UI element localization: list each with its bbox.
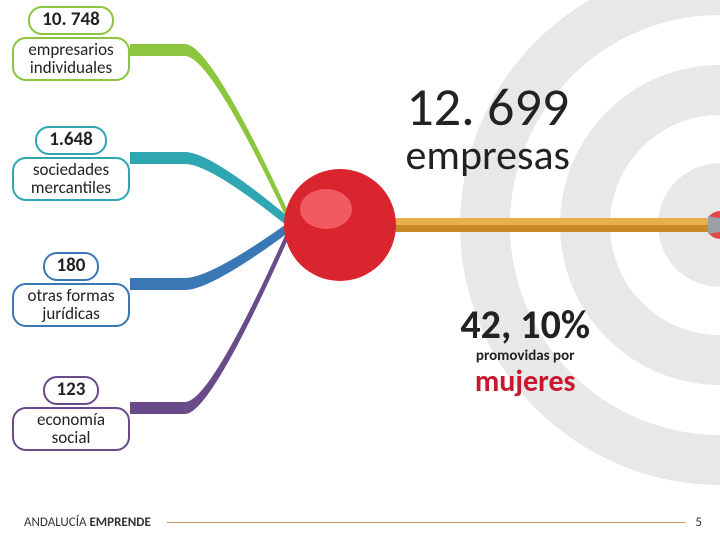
category-label: economía social — [12, 407, 130, 451]
headline-top: 12. 699empresas — [406, 80, 570, 181]
category-box: 180otras formas jurídicas — [12, 252, 130, 327]
footer-brand: ANDALUCÍA EMPRENDE — [0, 515, 151, 530]
headline-word: empresas — [406, 130, 570, 181]
category-box: 1.648sociedades mercantiles — [12, 126, 130, 201]
stat-who: mujeres — [460, 363, 590, 400]
category-box: 123economía social — [12, 376, 130, 451]
category-number: 10. 748 — [28, 6, 114, 35]
category-number: 1.648 — [35, 126, 107, 155]
category-label: empresarios individuales — [12, 37, 130, 81]
stat-block: 42, 10%promovidas pormujeres — [460, 300, 590, 400]
headline-number: 12. 699 — [406, 80, 570, 134]
footer-brand-a: ANDALUCÍA — [24, 515, 89, 530]
category-number: 180 — [43, 252, 100, 281]
footer-rule — [167, 522, 686, 523]
category-box: 10. 748empresarios individuales — [12, 6, 130, 81]
page-number: 5 — [695, 515, 720, 530]
category-label: sociedades mercantiles — [12, 157, 130, 201]
stat-pct: 42, 10% — [460, 300, 590, 349]
category-label: otras formas jurídicas — [12, 283, 130, 327]
footer: ANDALUCÍA EMPRENDE 5 — [0, 515, 720, 530]
footer-brand-b: EMPRENDE — [89, 515, 150, 530]
category-number: 123 — [43, 376, 100, 405]
